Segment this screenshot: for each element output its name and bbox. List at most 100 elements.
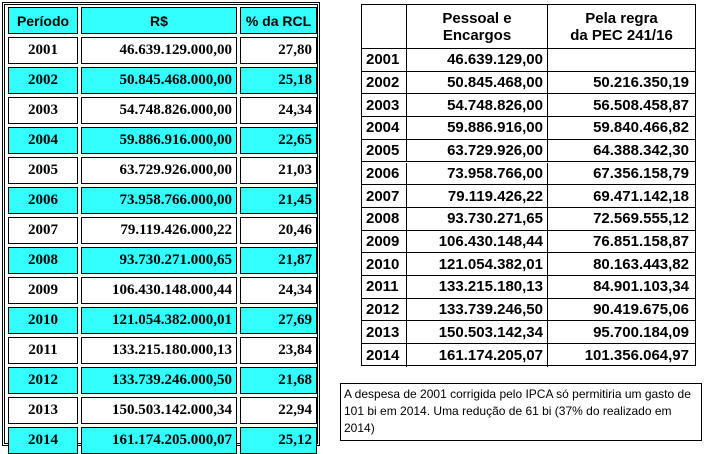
pct-rcl-cell: 27,80 <box>240 37 317 64</box>
pessoal-encargos-cell: 133.739.246,50 <box>407 298 548 321</box>
pessoal-encargos-cell: 73.958.766,00 <box>407 162 548 185</box>
header-pct-rcl: % da RCL <box>240 7 317 34</box>
year-cell: 2001 <box>362 49 407 71</box>
year-cell: 2002 <box>8 67 78 94</box>
pessoal-encargos-cell: 46.639.129,00 <box>407 49 548 71</box>
header-pessoal-line1: Pessoal e <box>442 9 512 27</box>
value-cell: 121.054.382.000,01 <box>81 307 237 334</box>
value-cell: 50.845.468.000,00 <box>81 67 237 94</box>
pessoal-encargos-cell: 106.430.148,44 <box>407 230 548 253</box>
year-cell: 2007 <box>8 217 78 244</box>
year-cell: 2003 <box>362 94 407 117</box>
table-row: 2011 133.215.180,13 84.901.103,34 <box>362 276 695 299</box>
table-row: 2007 79.119.426,22 69.471.142,18 <box>362 185 695 208</box>
pec-rule-cell: 56.508.458,87 <box>593 96 689 114</box>
year-cell: 2008 <box>362 207 407 230</box>
year-cell: 2009 <box>362 230 407 253</box>
pessoal-encargos-cell: 121.054.382,01 <box>407 253 548 275</box>
pct-rcl-cell: 27,69 <box>240 307 317 334</box>
ipca-note-box: A despesa de 2001 corrigida pelo IPCA só… <box>340 383 702 441</box>
table-row: 2009 106.430.148.000,44 24,34 <box>6 277 317 304</box>
table-row: 2001 46.639.129,00 <box>362 49 695 72</box>
table-row: 2014 161.174.205,07 101.356.064,97 <box>362 344 695 367</box>
table-row: 2006 73.958.766,00 67.356.158,79 <box>362 162 695 186</box>
value-cell: 59.886.916.000,00 <box>81 127 237 154</box>
year-cell: 2002 <box>362 71 407 94</box>
value-cell: 54.748.826.000,00 <box>81 97 237 124</box>
pessoal-encargos-cell: 59.886.916,00 <box>407 117 548 139</box>
year-cell: 2013 <box>8 397 78 424</box>
table-row: 2005 63.729.926.000,00 21,03 <box>6 157 317 184</box>
year-cell: 2003 <box>8 97 78 124</box>
pct-rcl-cell: 20,46 <box>240 217 317 244</box>
year-cell: 2001 <box>8 37 78 64</box>
value-cell: 73.958.766.000,00 <box>81 187 237 214</box>
header-pessoal-encargos: Pessoal e Encargos <box>407 5 548 48</box>
table-row: 2012 133.739.246,50 90.419.675,06 <box>362 298 695 322</box>
header-pessoal-line2: Encargos <box>442 26 512 44</box>
pessoal-pec-table: Pessoal e Encargos Pela regra da PEC 241… <box>361 4 696 367</box>
pct-rcl-cell: 24,34 <box>240 97 317 124</box>
year-cell: 2013 <box>362 321 407 344</box>
value-cell: 150.503.142.000,34 <box>81 397 237 424</box>
pessoal-encargos-cell: 79.119.426,22 <box>407 185 548 207</box>
header-rs: R$ <box>81 7 237 34</box>
pessoal-encargos-cell: 161.174.205,07 <box>407 344 548 367</box>
pec-rule-cell: 67.356.158,79 <box>593 164 689 182</box>
table-row: 2002 50.845.468.000,00 25,18 <box>6 67 317 94</box>
pct-rcl-cell: 22,65 <box>240 127 317 154</box>
year-cell: 2006 <box>362 162 407 185</box>
table-row: 2003 54.748.826,00 56.508.458,87 <box>362 94 695 118</box>
pessoal-encargos-cell: 133.215.180,13 <box>407 276 548 298</box>
pct-rcl-cell: 21,45 <box>240 187 317 214</box>
year-cell: 2009 <box>8 277 78 304</box>
year-cell: 2012 <box>8 367 78 394</box>
year-cell: 2012 <box>362 298 407 321</box>
pec-rule-cell: 50.216.350,19 <box>593 74 689 92</box>
pec-rule-cell: 69.471.142,18 <box>593 187 689 205</box>
pec-rule-cell: 76.851.158,87 <box>593 232 689 250</box>
table-row: 2005 63.729.926,00 64.388.342,30 <box>362 139 695 163</box>
pct-rcl-cell: 24,34 <box>240 277 317 304</box>
pct-rcl-cell: 25,18 <box>240 67 317 94</box>
value-cell: 133.215.180.000,13 <box>81 337 237 364</box>
note-text: A despesa de 2001 corrigida pelo IPCA só… <box>344 387 691 435</box>
payroll-rcl-table: Período R$ % da RCL 2001 46.639.129.000,0… <box>2 2 320 454</box>
pessoal-encargos-cell: 50.845.468,00 <box>407 71 548 94</box>
table-row: 2013 150.503.142,34 95.700.184,09 <box>362 321 695 345</box>
year-cell: 2014 <box>362 344 407 367</box>
year-cell: 2007 <box>362 185 407 207</box>
header-pec-line2: da PEC 241/16 <box>570 26 673 44</box>
table-row: 2008 93.730.271.000,65 21,87 <box>6 247 317 274</box>
pessoal-encargos-cell: 63.729.926,00 <box>407 139 548 162</box>
table-row: 2011 133.215.180.000,13 23,84 <box>6 337 317 364</box>
year-cell: 2005 <box>8 157 78 184</box>
year-cell: 2006 <box>8 187 78 214</box>
year-cell: 2010 <box>362 253 407 275</box>
value-cell: 93.730.271.000,65 <box>81 247 237 274</box>
pec-rule-cell: 72.569.555,12 <box>593 210 689 228</box>
pct-rcl-cell: 23,84 <box>240 337 317 364</box>
pec-rule-cell <box>548 49 695 71</box>
table-row: 2010 121.054.382.000,01 27,69 <box>6 307 317 334</box>
pct-rcl-cell: 21,87 <box>240 247 317 274</box>
year-cell: 2011 <box>362 276 407 298</box>
pec-rule-cell: 59.840.466,82 <box>593 119 689 137</box>
header-pec-rule: Pela regra da PEC 241/16 <box>548 5 695 48</box>
header-periodo: Período <box>8 7 78 34</box>
pec-rule-cell: 84.901.103,34 <box>593 278 689 296</box>
year-cell: 2004 <box>362 117 407 139</box>
table-header-row: Período R$ % da RCL <box>6 7 317 34</box>
table-row: 2004 59.886.916,00 59.840.466,82 <box>362 117 695 140</box>
pct-rcl-cell: 22,94 <box>240 397 317 424</box>
pec-rule-cell: 80.163.443,82 <box>593 255 689 273</box>
pec-rule-cell: 64.388.342,30 <box>593 142 689 160</box>
pec-rule-cell: 90.419.675,06 <box>593 301 689 319</box>
value-cell: 79.119.426.000,22 <box>81 217 237 244</box>
table-row: 2001 46.639.129.000,00 27,80 <box>6 37 317 64</box>
table-row: 2009 106.430.148,44 76.851.158,87 <box>362 230 695 254</box>
value-cell: 63.729.926.000,00 <box>81 157 237 184</box>
table-row: 2008 93.730.271,65 72.569.555,12 <box>362 207 695 231</box>
pct-rcl-cell: 21,03 <box>240 157 317 184</box>
pessoal-encargos-cell: 54.748.826,00 <box>407 94 548 117</box>
